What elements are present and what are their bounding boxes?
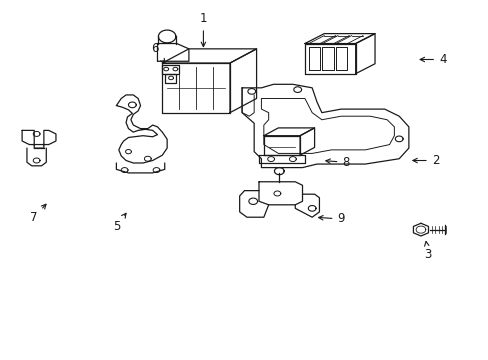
Text: 5: 5	[112, 213, 126, 233]
Text: 1: 1	[199, 12, 207, 46]
Text: 3: 3	[424, 242, 431, 261]
Text: 8: 8	[325, 156, 349, 169]
Text: 4: 4	[419, 53, 446, 66]
Text: 6: 6	[151, 42, 164, 63]
Text: 9: 9	[318, 212, 344, 225]
Text: 2: 2	[412, 154, 438, 167]
Text: 7: 7	[30, 204, 46, 224]
